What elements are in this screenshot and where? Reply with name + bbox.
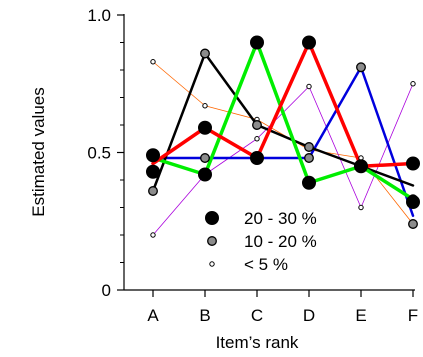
data-point [406,195,420,209]
data-point [304,153,314,163]
data-point [304,142,314,152]
series-line [151,66,415,217]
series-line [151,52,415,193]
data-point [198,120,212,135]
x-tick-label: C [251,306,263,325]
data-point [358,204,364,211]
data-point [146,148,160,163]
data-point [148,186,158,196]
y-tick-label: 0.5 [87,144,111,163]
legend-marker [207,236,217,246]
axes: 0 0.5 1.0 A B C D E F [87,6,418,325]
y-ticks: 0 0.5 1.0 [87,6,124,300]
data-point [302,35,316,50]
legend-label: 10 - 20 % [244,232,317,251]
data-point [406,156,420,171]
x-tick-label: B [199,306,210,325]
data-point [150,59,156,65]
data-point [302,175,316,190]
legend-label: < 5 % [244,255,288,274]
x-axis-title: Item’s rank [216,333,299,352]
x-tick-label: E [355,306,366,325]
y-tick-label: 1.0 [87,6,111,25]
series-line [151,40,415,201]
data-point [250,35,264,50]
data-point [200,48,210,59]
x-tick-label: A [147,306,159,325]
data-point [150,232,156,238]
series-lines [151,40,415,236]
data-point [306,83,312,90]
data-points [146,35,420,238]
legend-marker [209,261,215,267]
data-point [252,120,262,130]
x-ticks: A B C D E F [147,290,418,325]
legend-label: 20 - 30 % [244,209,317,228]
data-point [408,219,418,229]
x-tick-label: F [408,306,418,325]
legend-marker [205,211,219,225]
data-point [202,103,208,109]
data-point [254,136,260,142]
y-tick-label: 0 [102,281,111,300]
data-point [356,62,366,73]
data-point [354,159,368,174]
data-point [198,167,212,182]
legend: 20 - 30 % 10 - 20 % < 5 % [205,209,317,274]
data-point [250,151,264,165]
series-line [151,40,415,168]
data-point [146,164,160,179]
y-axis-title: Estimated values [29,87,48,216]
data-point [200,153,210,163]
data-point [410,81,416,87]
x-tick-label: D [303,306,315,325]
